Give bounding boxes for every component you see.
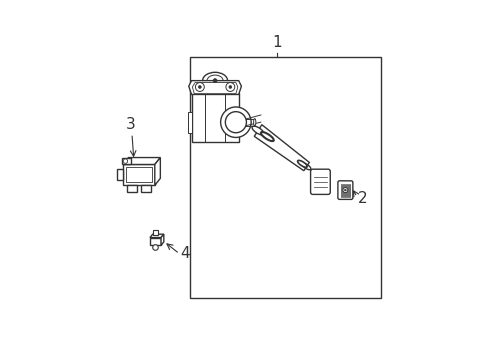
Polygon shape: [155, 158, 160, 185]
FancyBboxPatch shape: [311, 169, 330, 194]
Polygon shape: [254, 125, 309, 171]
Bar: [238, 112, 242, 133]
Circle shape: [229, 86, 232, 89]
Polygon shape: [193, 82, 238, 94]
Circle shape: [198, 86, 201, 89]
Polygon shape: [123, 158, 160, 165]
Circle shape: [226, 82, 235, 91]
Circle shape: [225, 112, 246, 133]
Bar: [153, 230, 158, 235]
FancyBboxPatch shape: [338, 181, 353, 199]
Ellipse shape: [252, 126, 264, 135]
Ellipse shape: [297, 161, 307, 167]
Circle shape: [213, 79, 217, 82]
Polygon shape: [150, 234, 164, 238]
Polygon shape: [189, 81, 242, 94]
Ellipse shape: [254, 118, 256, 126]
Text: 4: 4: [180, 246, 190, 261]
Bar: [150, 238, 161, 245]
Circle shape: [220, 107, 251, 138]
Polygon shape: [161, 234, 164, 245]
Bar: [122, 158, 131, 165]
Bar: [126, 167, 152, 183]
Bar: [127, 185, 137, 192]
Ellipse shape: [302, 163, 311, 170]
Circle shape: [344, 189, 346, 191]
Bar: [192, 93, 239, 141]
Bar: [123, 165, 155, 185]
Text: 3: 3: [125, 117, 135, 132]
Ellipse shape: [261, 132, 274, 141]
Bar: [190, 57, 381, 298]
Text: 1: 1: [272, 35, 282, 50]
Circle shape: [196, 82, 204, 91]
Circle shape: [343, 188, 348, 193]
Bar: [188, 112, 192, 133]
Circle shape: [153, 245, 158, 250]
Bar: [117, 169, 123, 180]
Bar: [141, 185, 151, 192]
Text: 2: 2: [358, 191, 368, 206]
Circle shape: [123, 159, 127, 163]
